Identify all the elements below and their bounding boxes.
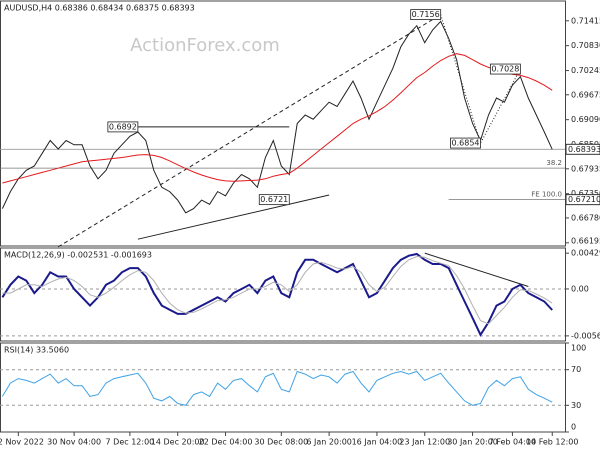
y-tick-label: 0.00 <box>571 284 589 293</box>
trendline <box>137 194 330 240</box>
y-tick-label: 0.69675 <box>571 90 600 99</box>
y-tick-label: 0.70245 <box>571 66 600 75</box>
x-tick-label: 7 Feb 04:00 <box>489 438 536 447</box>
series-line <box>2 255 553 325</box>
x-tick-label: 30 Nov 04:00 <box>47 438 101 447</box>
y-tick-label: 30 <box>571 401 581 410</box>
annotation-label: 0.6854 <box>452 139 480 148</box>
annotation-box <box>107 121 139 133</box>
y-tick-label: 0.67935 <box>571 164 600 173</box>
y-tick-label: 0.004299 <box>571 249 600 258</box>
annotation-label: 0.6721 <box>260 195 288 204</box>
y-tick-label: -0.005636 <box>571 331 600 340</box>
y-tick-label: 70 <box>571 365 581 374</box>
panel-frame <box>0 0 566 247</box>
y-tick-label: 100 <box>571 344 586 353</box>
level-label: 38.2 <box>546 159 562 167</box>
x-tick-label: 14 Dec 20:00 <box>151 438 205 447</box>
y-tick-label: 0.66195 <box>571 237 600 246</box>
axis-price-label: 0.67210 <box>568 195 600 204</box>
x-tick-label: 6 Jan 20:00 <box>306 438 352 447</box>
panel-frame <box>0 342 566 433</box>
series-line <box>2 53 553 184</box>
series-line <box>1 20 553 214</box>
x-tick-label: 22 Nov 2022 <box>0 438 44 447</box>
x-tick-label: 16 Jan 04:00 <box>352 438 403 447</box>
x-tick-label: 30 Dec 08:00 <box>254 438 308 447</box>
panel-title: MACD(12,26,9) -0.002531 -0.001693 <box>4 251 152 260</box>
panel-title: RSI(14) 33.5060 <box>4 346 69 355</box>
axis-box <box>565 194 600 206</box>
annotation-box <box>258 194 290 206</box>
level-label: FE 100.0 <box>531 191 562 199</box>
annotation-box <box>450 137 481 149</box>
panel-frame <box>0 247 566 342</box>
trendline <box>57 14 441 248</box>
x-tick-label: 7 Dec 12:00 <box>106 438 155 447</box>
watermark: ActionForex.com <box>130 35 280 56</box>
y-tick-label: 0.71415 <box>571 16 600 25</box>
annotation-label: 0.7156 <box>412 10 440 19</box>
series-line <box>1 252 553 337</box>
annotation-box <box>410 9 442 21</box>
trendline <box>424 252 529 287</box>
annotation-label: 0.6892 <box>109 122 137 131</box>
y-tick-label: 0 <box>571 423 576 432</box>
series-line <box>1 370 553 406</box>
axis-box <box>565 143 600 155</box>
x-tick-label: 30 Jan 20:00 <box>447 438 498 447</box>
x-tick-label: 14 Feb 12:00 <box>526 438 578 447</box>
x-tick-label: 22 Dec 04:00 <box>199 438 253 447</box>
panel-title: AUDUSD,H4 0.68386 0.68434 0.68375 0.6839… <box>4 4 195 13</box>
annotation-label: 0.7028 <box>491 65 519 74</box>
annotation-box <box>489 63 521 75</box>
x-tick-label: 23 Jan 12:00 <box>399 438 450 447</box>
last-price-label: 0.68393 <box>568 145 600 154</box>
